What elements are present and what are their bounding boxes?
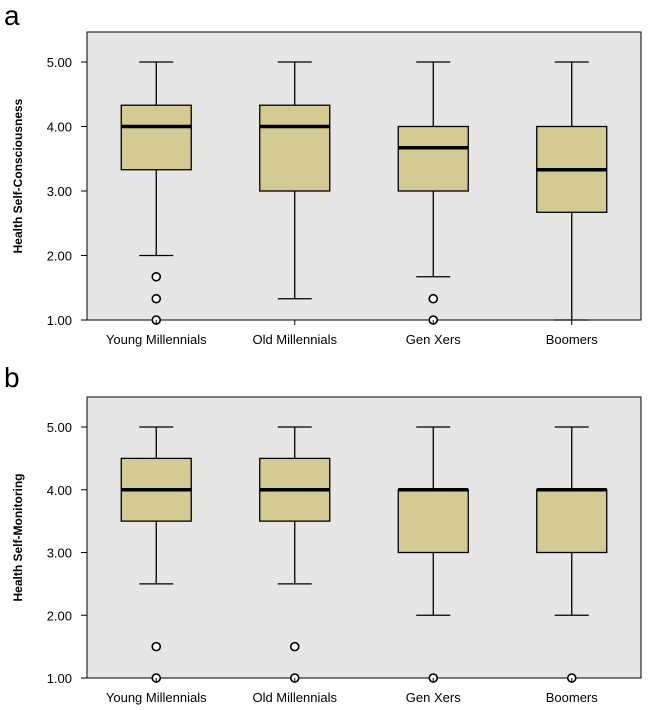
panel-a-y-tick-label-0: 1.00 — [47, 313, 72, 328]
panel-a-y-tick-label-4: 5.00 — [47, 55, 72, 70]
panel-a-y-tick-label-2: 3.00 — [47, 184, 72, 199]
panel-b-category-label-1: Old Millennials — [252, 690, 337, 705]
panel-b-y-tick-label-4: 5.00 — [47, 420, 72, 435]
panel-b-y-tick-label-3: 4.00 — [47, 483, 72, 498]
panel-b-y-tick-label-1: 2.00 — [47, 608, 72, 623]
panel-b-category-label-2: Gen Xers — [406, 690, 461, 705]
panel-b-label: b — [4, 362, 20, 393]
panel-a-box-1-iqr-box — [259, 104, 331, 192]
panel-a-box-0-outlier-0 — [151, 271, 162, 282]
panel-a-category-label-2: Gen Xers — [406, 332, 461, 347]
panel-a-box-0-outlier-1 — [151, 293, 162, 304]
panel-b-category-label-0: Young Millennials — [106, 690, 207, 705]
panel-a-label: a — [4, 0, 20, 31]
panel-a-category-label-3: Boomers — [546, 332, 599, 347]
panel-b-box-1-outlier-0 — [289, 641, 300, 652]
panel-a-box-0-iqr-box — [120, 104, 192, 171]
panel-b-y-axis-title: Health Self-Monitoring — [11, 474, 25, 602]
panel-a-y-tick-label-1: 2.00 — [47, 249, 72, 264]
panel-b-box-2-iqr-box — [397, 489, 469, 554]
panel-a-box-2-outlier-0 — [428, 293, 439, 304]
panel-b-y-tick-label-0: 1.00 — [47, 671, 72, 686]
panel-b-category-label-3: Boomers — [546, 690, 599, 705]
panel-a-category-label-1: Old Millennials — [252, 332, 337, 347]
panel-a-category-label-0: Young Millennials — [106, 332, 207, 347]
panel-a-box-2-iqr-box — [397, 125, 469, 192]
panel-b-y-tick-label-2: 3.00 — [47, 546, 72, 561]
panel-a-y-tick-label-3: 4.00 — [47, 120, 72, 135]
panel-a-y-axis-title: Health Self-Consciousness — [11, 98, 25, 253]
panel-b-box-3-iqr-box — [536, 489, 608, 554]
panel-b-box-0-outlier-0 — [151, 641, 162, 652]
